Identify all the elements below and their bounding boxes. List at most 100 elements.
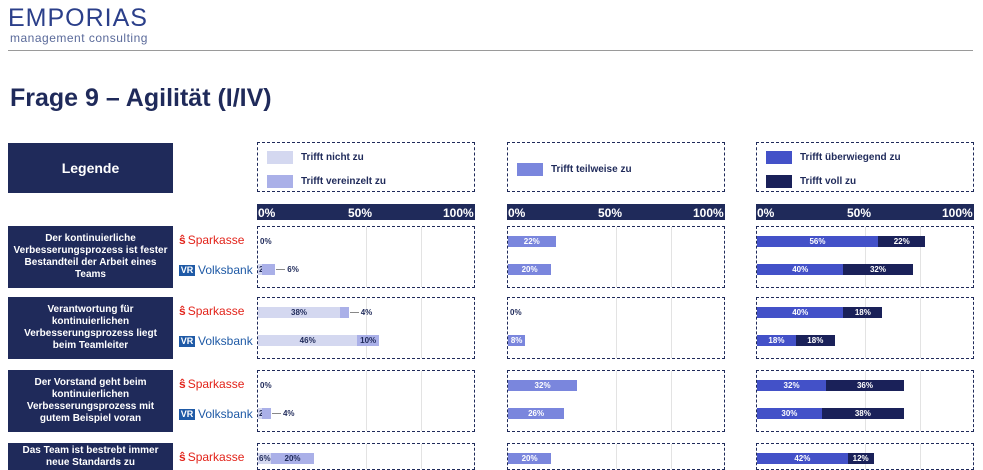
data-label: 46% xyxy=(299,336,316,345)
data-label: 4% xyxy=(360,308,373,317)
data-label: 10% xyxy=(360,336,377,345)
sparkasse-icon: ŝ xyxy=(179,377,186,391)
bar-segment: 30% xyxy=(757,408,822,419)
bank-name: Sparkasse xyxy=(187,233,245,247)
bar-segment: 18% xyxy=(843,307,883,318)
bar-segment xyxy=(262,408,271,419)
data-label: 0% xyxy=(260,381,272,390)
gridline xyxy=(919,371,921,431)
data-label: 38% xyxy=(291,308,308,317)
bank-label-sparkasse: ŝ Sparkasse xyxy=(179,304,244,318)
bank-label-sparkasse: ŝ Sparkasse xyxy=(179,377,244,391)
data-label: 42% xyxy=(794,454,811,463)
header-divider xyxy=(8,50,973,51)
axis-tick-label: 0% xyxy=(757,206,775,220)
panel-frame xyxy=(756,297,974,359)
row-label: Das Team ist bestrebt immer neue Standar… xyxy=(8,443,173,470)
data-label: 0% xyxy=(260,237,272,246)
bank-label-sparkasse: ŝ Sparkasse xyxy=(179,450,244,464)
data-label: 40% xyxy=(792,308,809,317)
bar-segment: 40% xyxy=(757,307,844,318)
gridline xyxy=(670,444,672,469)
gridline xyxy=(420,227,422,287)
bar-segment xyxy=(258,453,271,464)
bar-segment: 20% xyxy=(508,264,552,275)
axis-tick-label: 50% xyxy=(348,206,373,220)
data-label: 56% xyxy=(809,237,826,246)
bar-segment: 22% xyxy=(877,236,926,247)
bar-segment: 56% xyxy=(757,236,878,247)
gridline xyxy=(670,298,672,358)
gridline xyxy=(865,298,866,358)
legend-swatch xyxy=(517,163,543,176)
bank-name: Volksbank xyxy=(198,334,253,348)
axis-tick-label: 100% xyxy=(942,206,973,220)
axis-bar xyxy=(257,204,475,220)
axis-tick-label: 100% xyxy=(693,206,724,220)
gridline xyxy=(420,298,422,358)
bar-segment xyxy=(340,307,349,318)
gridline xyxy=(919,444,921,469)
gridline xyxy=(865,371,866,431)
axis-tick-label: 50% xyxy=(598,206,623,220)
data-label: 4% xyxy=(282,409,295,418)
row-label: Verantwortung für kontinuierlichen Verbe… xyxy=(8,297,173,359)
data-label: 32% xyxy=(869,265,886,274)
legend-swatch xyxy=(766,151,792,164)
gridline xyxy=(616,227,617,287)
brand-logo: EMPORIAS management consulting xyxy=(8,4,148,44)
page-title: Frage 9 – Agilität (I/IV) xyxy=(10,84,272,112)
bar-segment: 32% xyxy=(843,264,913,275)
data-label: 18% xyxy=(768,336,785,345)
bar-segment: 10% xyxy=(357,335,379,346)
gridline xyxy=(616,298,617,358)
bank-label-volksbank: VR Volksbank xyxy=(179,407,253,421)
bar-segment: 8% xyxy=(508,335,526,346)
brand-name: EMPORIAS xyxy=(8,4,148,32)
legend-swatch xyxy=(766,175,792,188)
bar-segment: 12% xyxy=(847,453,874,464)
bar-segment: 18% xyxy=(757,335,796,346)
legend-heading: Legende xyxy=(8,143,173,193)
data-label: 8% xyxy=(510,336,523,345)
legend-swatch xyxy=(267,175,293,188)
axis-tick-label: 50% xyxy=(847,206,872,220)
gridline xyxy=(616,371,617,431)
row-label: Der Vorstand geht beim kontinuierlichen … xyxy=(8,370,173,432)
data-label: 22% xyxy=(523,237,540,246)
bar-segment: 32% xyxy=(508,380,578,391)
sparkasse-icon: ŝ xyxy=(179,304,186,318)
data-label: 18% xyxy=(807,336,824,345)
data-label: 0% xyxy=(510,308,522,317)
legend-label: Trifft überwiegend zu xyxy=(800,152,901,163)
panel-frame xyxy=(257,370,475,432)
legend-box xyxy=(507,142,725,192)
data-label: 40% xyxy=(792,265,809,274)
sparkasse-icon: ŝ xyxy=(179,233,186,247)
legend-box xyxy=(756,142,974,192)
bank-name: Volksbank xyxy=(198,263,253,277)
bar-segment: 20% xyxy=(508,453,552,464)
bank-label-volksbank: VR Volksbank xyxy=(179,263,253,277)
legend-swatch xyxy=(267,151,293,164)
panel-frame xyxy=(756,226,974,288)
bar-segment: 18% xyxy=(795,335,835,346)
axis-tick-label: 100% xyxy=(443,206,474,220)
bar-segment: 46% xyxy=(258,335,358,346)
bar-segment xyxy=(262,264,276,275)
brand-tagline: management consulting xyxy=(10,31,148,45)
bank-name: Volksbank xyxy=(198,407,253,421)
data-label: 26% xyxy=(528,409,545,418)
legend-item: Trifft teilweise zu xyxy=(517,163,632,176)
bank-label-volksbank: VR Volksbank xyxy=(179,334,253,348)
bank-name: Sparkasse xyxy=(187,377,245,391)
legend-box xyxy=(257,142,475,192)
data-label: 20% xyxy=(521,265,538,274)
axis-tick-label: 0% xyxy=(508,206,526,220)
gridline xyxy=(366,444,367,469)
legend-item: Trifft vereinzelt zu xyxy=(267,175,386,188)
label-leader xyxy=(349,312,359,313)
bar-segment: 36% xyxy=(826,380,904,391)
gridline xyxy=(919,227,921,287)
data-label: 32% xyxy=(534,381,551,390)
